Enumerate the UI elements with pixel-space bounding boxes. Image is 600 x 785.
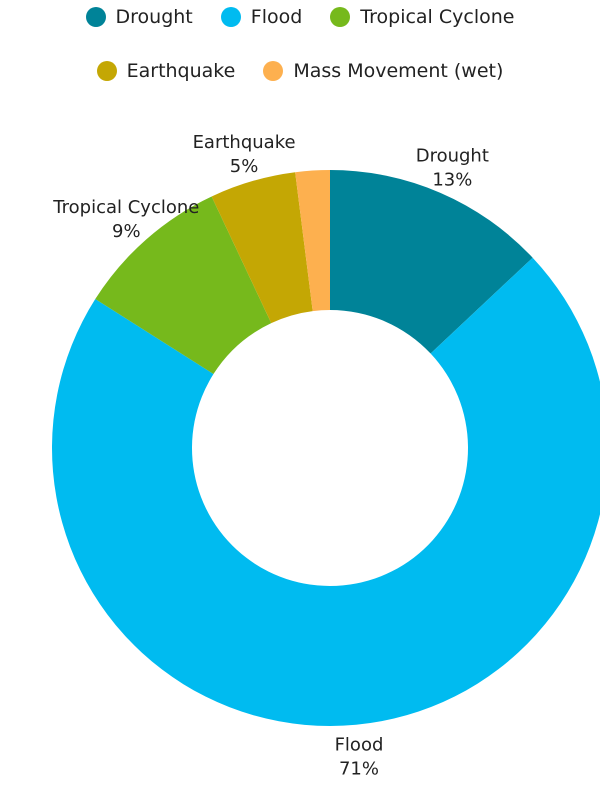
legend-label-mass-movement-wet: Mass Movement (wet) [293, 60, 504, 82]
slice-label-tropical-cyclone: Tropical Cyclone 9% [52, 197, 199, 242]
legend-label-drought: Drought [115, 6, 193, 28]
legend-swatch-flood [220, 7, 241, 27]
slice-label-drought: Drought 13% [416, 145, 489, 190]
legend-swatch-drought [85, 7, 106, 27]
slice-drought[interactable] [330, 170, 533, 354]
legend-item-earthquake[interactable]: Earthquake [96, 60, 236, 82]
legend-item-mass-movement-wet[interactable]: Mass Movement (wet) [263, 60, 503, 82]
legend-swatch-tropical-cyclone [330, 7, 351, 27]
slice-earthquake[interactable] [211, 172, 313, 324]
legend-row-2: Earthquake Mass Movement (wet) [0, 60, 600, 82]
slice-flood[interactable] [52, 257, 600, 726]
slice-mass-movement-wet[interactable] [295, 170, 330, 312]
legend-swatch-mass-movement-wet [263, 61, 284, 81]
donut-slices [52, 170, 600, 726]
legend-row-1: Drought Flood Tropical Cyclone [0, 6, 600, 28]
legend-label-tropical-cyclone: Tropical Cyclone [360, 6, 515, 28]
legend-item-tropical-cyclone[interactable]: Tropical Cyclone [330, 6, 514, 28]
slice-tropical-cyclone[interactable] [95, 196, 272, 375]
legend-label-flood: Flood [250, 6, 303, 28]
legend-swatch-earthquake [96, 61, 117, 81]
legend-item-drought[interactable]: Drought [85, 6, 193, 28]
slice-label-earthquake: Earthquake 5% [193, 132, 296, 177]
legend-label-earthquake: Earthquake [126, 60, 236, 82]
slice-labels: Drought 13% Flood 71% Tropical Cyclone 9% Eart… [52, 132, 489, 779]
slice-label-flood: Flood 71% [335, 735, 384, 780]
legend-item-flood[interactable]: Flood [220, 6, 303, 28]
